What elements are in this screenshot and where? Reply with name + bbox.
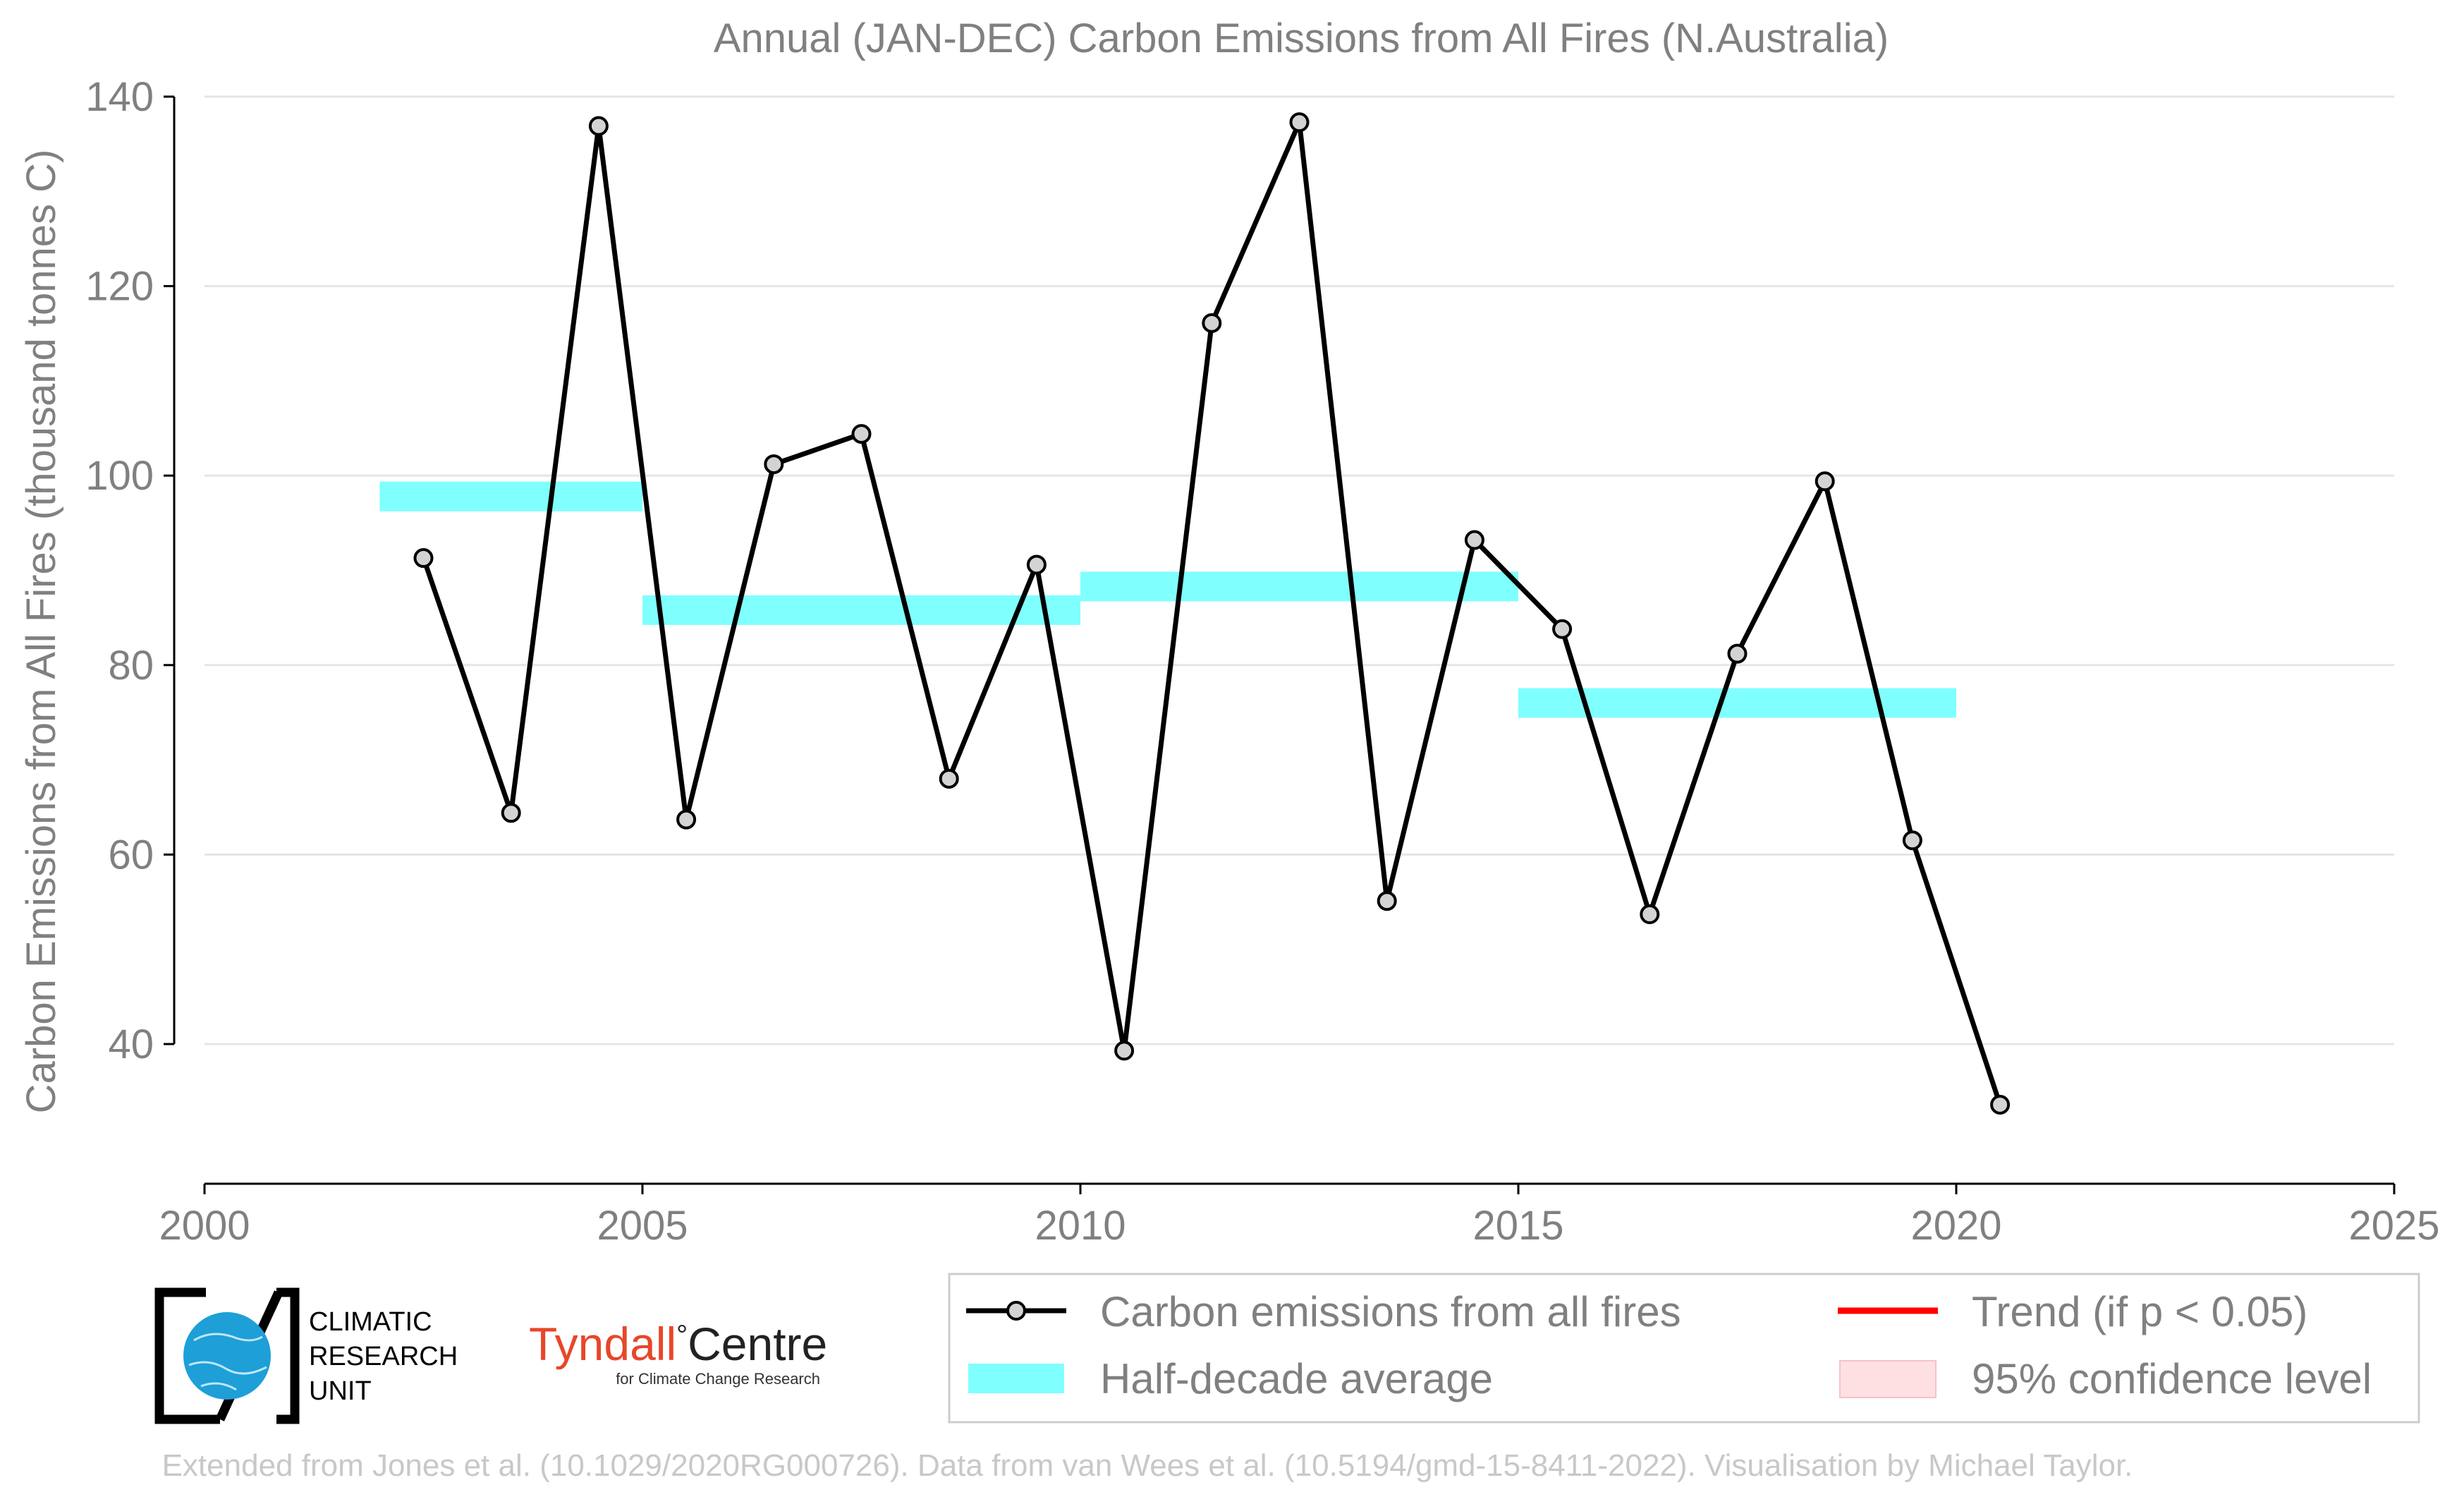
tyndall-subtitle: for Climate Change Research — [616, 1370, 820, 1388]
legend-label-emissions: Carbon emissions from all fires — [1100, 1288, 1681, 1335]
cru-bracket-left — [154, 1287, 220, 1424]
x-tick-label: 2020 — [1910, 1203, 2001, 1249]
data-point — [939, 768, 959, 789]
data-point — [676, 809, 697, 830]
legend-frame — [948, 1273, 2420, 1424]
half-decade-bands — [379, 481, 1956, 718]
x-tick-label: 2010 — [1035, 1203, 1126, 1249]
tyndall-logo: Tyndall°Centre for Climate Change Resear… — [529, 1318, 827, 1388]
data-point — [413, 548, 434, 569]
axes — [173, 97, 2394, 1185]
y-tick-label: 40 — [108, 1021, 154, 1067]
data-point — [588, 116, 609, 136]
half-decade-band — [1080, 571, 1518, 602]
legend-label-confidence: 95% confidence level — [1972, 1355, 2372, 1402]
grid-lines — [205, 95, 2394, 1045]
data-point — [1464, 530, 1484, 550]
y-tick-label: 120 — [85, 264, 154, 310]
data-point — [1114, 1041, 1135, 1061]
data-point — [1727, 643, 1748, 664]
y-ticks: 40 60 80 100 120 140 — [85, 74, 174, 1067]
chart-title: Annual (JAN-DEC) Carbon Emissions from A… — [714, 16, 1889, 61]
data-point — [1902, 830, 1922, 851]
data-point — [764, 454, 784, 475]
legend-confidence-swatch — [1839, 1360, 1937, 1398]
series-line — [421, 119, 2003, 1106]
data-point — [1026, 554, 1047, 575]
y-tick-label: 80 — [108, 643, 154, 689]
y-axis-label: Carbon Emissions from All Fires (thousan… — [18, 150, 64, 1114]
tyndall-wordmark: Tyndall°Centre — [529, 1318, 827, 1370]
emissions-line — [421, 119, 2003, 1106]
y-tick-label: 140 — [85, 74, 154, 120]
x-tick-label: 2000 — [159, 1203, 250, 1249]
data-point — [1289, 112, 1310, 133]
globe-icon — [183, 1312, 271, 1400]
legend-marker-swatch — [1006, 1301, 1026, 1321]
x-ticks: 2000 2005 2010 2015 2020 2025 — [159, 1184, 2440, 1249]
data-point — [501, 803, 521, 823]
data-point — [1202, 313, 1222, 333]
legend: Carbon emissions from all fires Trend (i… — [948, 1273, 2420, 1424]
globe-continent-lines — [188, 1333, 267, 1391]
data-point — [1815, 471, 1835, 492]
cru-line-2: RESEARCH — [309, 1342, 458, 1371]
legend-band-swatch — [968, 1364, 1064, 1393]
data-point — [1377, 891, 1397, 911]
legend-label-trend: Trend (if p < 0.05) — [1972, 1288, 2307, 1335]
cru-bracket-right — [276, 1287, 300, 1424]
data-point — [851, 424, 872, 444]
cru-logo: CLIMATIC RESEARCH UNIT — [154, 1287, 458, 1424]
y-tick-label: 60 — [108, 832, 154, 878]
legend-label-half-decade: Half-decade average — [1100, 1355, 1493, 1402]
data-point — [1990, 1094, 2011, 1115]
x-tick-label: 2025 — [2348, 1203, 2439, 1249]
footer-credit: Extended from Jones et al. (10.1029/2020… — [162, 1448, 2133, 1483]
cru-line-1: CLIMATIC — [309, 1307, 432, 1337]
series-points — [413, 112, 2011, 1115]
data-point — [1552, 619, 1573, 639]
x-tick-label: 2005 — [597, 1203, 688, 1249]
half-decade-band — [642, 595, 1080, 625]
x-tick-label: 2015 — [1472, 1203, 1563, 1249]
cru-line-3: UNIT — [309, 1376, 372, 1406]
data-point — [1640, 904, 1660, 925]
half-decade-band — [379, 481, 642, 511]
y-tick-label: 100 — [85, 453, 154, 499]
